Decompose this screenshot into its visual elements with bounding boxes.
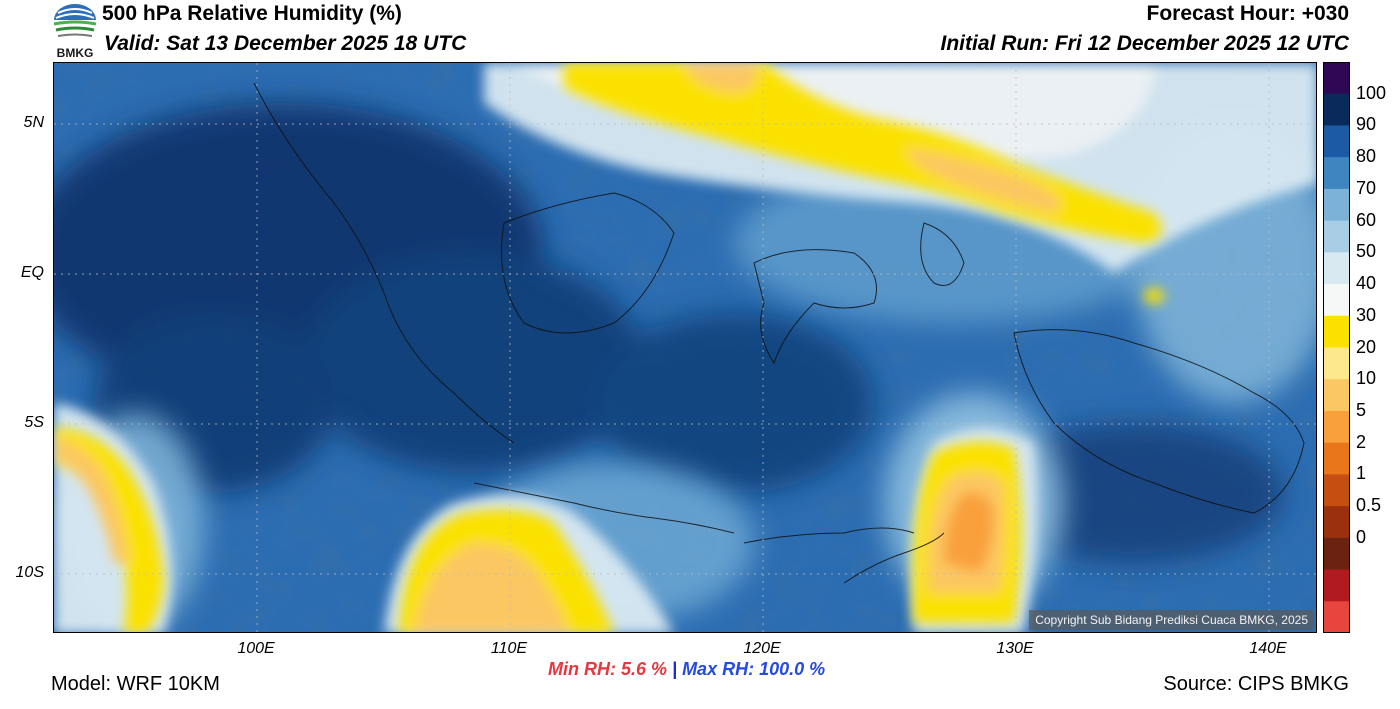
colorbar-label: 60 [1356,209,1377,230]
colorbar-label: 5 [1356,399,1367,420]
colorbar-segment [1323,188,1350,222]
colorbar-segment [1323,537,1350,571]
lon-label-140e: 140E [1249,640,1287,657]
lon-label-130e: 130E [996,640,1034,657]
valid-time: Valid: Sat 13 December 2025 18 UTC [104,32,467,55]
colorbar-segment [1323,252,1350,285]
lat-label-10s: 10S [15,564,44,581]
lon-label-110e: 110E [490,640,528,657]
colorbar-label: 0.5 [1356,495,1382,516]
colorbar-segment [1323,410,1350,444]
colorbar-label: 2 [1356,431,1367,452]
humidity-map: Copyright Sub Bidang Prediksi Cuaca BMKG… [53,62,1317,633]
colorbar-segment [1323,125,1350,158]
colorbar-segment [1323,506,1350,539]
colorbar-segment [1323,157,1350,190]
colorbar-label: 20 [1356,336,1377,357]
colorbar-label: 10 [1356,368,1377,389]
lat-label-5s: 5S [24,414,44,431]
initial-run: Initial Run: Fri 12 December 2025 12 UTC [940,32,1349,55]
colorbar-segment [1323,569,1350,602]
colorbar-segment [1323,93,1350,127]
colorbar-label: 100 [1356,82,1387,103]
colorbar-label: 90 [1356,114,1377,135]
lon-label-120e: 120E [743,640,781,657]
colorbar-segment [1323,601,1350,633]
colorbar-segment [1323,379,1350,412]
max-rh: Max RH: 100.0 % [682,659,826,679]
colorbar-label: 1 [1356,463,1367,484]
source-label: Source: CIPS BMKG [1163,673,1349,695]
colorbar-segment [1323,442,1350,475]
colorbar-label: 30 [1356,304,1377,325]
colorbar-label: 40 [1356,273,1377,294]
logo-text: BMKG [57,46,94,60]
forecast-hour: Forecast Hour: +030 [1146,2,1350,25]
colorbar-label: 50 [1356,241,1377,262]
model-label: Model: WRF 10KM [51,673,220,695]
colorbar-segment [1323,315,1350,349]
colorbar-segment [1323,474,1350,507]
lat-label-5n: 5N [23,114,44,131]
colorbar [1323,62,1350,633]
colorbar-segment [1323,284,1350,317]
copyright-notice: Copyright Sub Bidang Prediksi Cuaca BMKG… [1029,610,1314,630]
lon-label-100e: 100E [237,640,275,657]
bmkg-logo: BMKG [50,0,100,60]
colorbar-label: 80 [1356,146,1377,167]
colorbar-frame [1323,62,1350,633]
min-rh: Min RH: 5.6 % [548,659,668,679]
rh-stats: Min RH: 5.6 % | Max RH: 100.0 % [548,659,825,680]
lat-label-eq: EQ [20,264,44,281]
stats-separator: | [667,659,683,679]
colorbar-segment [1323,220,1350,253]
colorbar-segment [1323,347,1350,380]
chart-title: 500 hPa Relative Humidity (%) [102,2,402,25]
colorbar-label: 0 [1356,526,1367,547]
colorbar-segment [1323,62,1350,95]
colorbar-label: 70 [1356,177,1377,198]
